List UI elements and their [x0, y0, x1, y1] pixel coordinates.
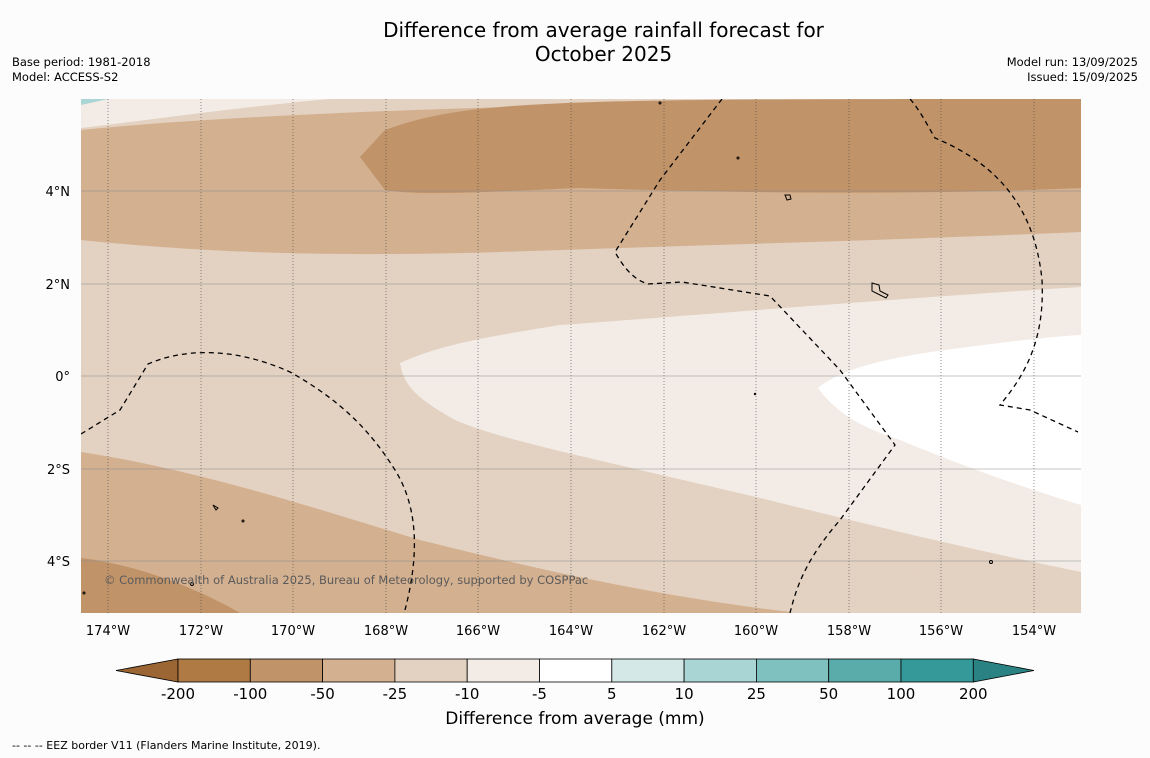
base-period: Base period: 1981-2018	[12, 55, 151, 69]
colorbar-tick-label: -5	[532, 685, 547, 703]
latitude-gridlines	[81, 190, 1081, 562]
model-name: Model: ACCESS-S2	[12, 70, 119, 84]
colorbar-swatch	[394, 658, 468, 683]
colorbar-label: Difference from average (mm)	[445, 709, 705, 729]
band-south-minus50	[81, 452, 800, 613]
latitude-labels: 4°N 2°N 0° 2°S 4°S	[46, 185, 71, 570]
colorbar-tick-label: 10	[675, 685, 694, 703]
run-info: Model run: 13/09/2025 Issued: 15/09/2025	[1007, 55, 1138, 85]
latitude-label: 4°N	[46, 185, 71, 200]
colorbar-swatch	[539, 658, 613, 683]
longitude-labels: 174°W 172°W 170°W 168°W 166°W 164°W 162°W 160°W…	[86, 624, 1056, 639]
latitude-label: 4°S	[47, 555, 70, 570]
colorbar-tick-label: 200	[959, 685, 988, 703]
latitude-label: 2°N	[46, 278, 71, 293]
longitude-label: 168°W	[364, 624, 408, 639]
longitude-label: 164°W	[549, 624, 593, 639]
model-info: Base period: 1981-2018 Model: ACCESS-S2	[12, 55, 151, 85]
longitude-label: 156°W	[919, 624, 963, 639]
title-line-1: Difference from average rainfall forecas…	[383, 18, 824, 42]
colorbar-tick-label: -50	[310, 685, 335, 703]
colorbar-tick-label: -10	[455, 685, 480, 703]
colorbar-arrow-left	[115, 658, 179, 683]
colorbar-swatch	[466, 658, 540, 683]
band-minus5-plus5	[818, 335, 1081, 505]
rainfall-map: © Commonwealth of Australia 2025, Bureau…	[81, 99, 1081, 613]
band-south-right	[790, 560, 1081, 613]
model-run: Model run: 13/09/2025	[1006, 55, 1138, 69]
colorbar-tick-label: 50	[819, 685, 838, 703]
colorbar-tick-label: -200	[161, 685, 195, 703]
title-line-2: October 2025	[534, 42, 673, 66]
colorbar-swatch	[249, 658, 324, 683]
longitude-label: 162°W	[642, 624, 686, 639]
issued-date: Issued: 15/09/2025	[1027, 70, 1138, 84]
eez-borders	[81, 99, 1079, 613]
colorbar-arrow-right	[972, 658, 1035, 683]
colorbar-swatch	[177, 658, 251, 683]
colorbar-swatch	[683, 658, 757, 683]
colorbar-tick-label: -25	[383, 685, 408, 703]
longitude-label: 158°W	[827, 624, 871, 639]
band-top-teal	[81, 99, 108, 105]
band-south-minus100	[81, 558, 240, 613]
map-title: Difference from average rainfall forecas…	[0, 18, 1150, 66]
longitude-label: 160°W	[734, 624, 778, 639]
colorbar: -200 -100 -50 -25 -10 -5 5 10 25 50 100 200	[115, 658, 1035, 703]
colorbar-tick-label: 100	[887, 685, 916, 703]
colorbar-swatch	[828, 658, 902, 683]
colorbar-swatch	[756, 658, 830, 683]
colorbar-swatch	[322, 658, 396, 683]
eez-footnote: -- -- -- EEZ border V11 (Flanders Marine…	[12, 739, 321, 752]
latitude-label: 2°S	[47, 463, 70, 478]
latitude-label: 0°	[55, 370, 70, 385]
band-north-minus100	[360, 99, 1081, 194]
islands	[82, 101, 993, 595]
copyright-text: © Commonwealth of Australia 2025, Bureau…	[104, 573, 588, 587]
longitude-label: 172°W	[179, 624, 223, 639]
longitude-label: 170°W	[271, 624, 315, 639]
colorbar-swatch	[900, 658, 974, 683]
colorbar-tick-label: 25	[747, 685, 766, 703]
band-top-light	[81, 99, 330, 128]
colorbar-tick-label: 5	[607, 685, 617, 703]
longitude-label: 154°W	[1012, 624, 1056, 639]
colorbar-tick-label: -100	[233, 685, 267, 703]
longitude-label: 166°W	[456, 624, 500, 639]
colorbar-swatch	[611, 658, 685, 683]
longitude-label: 174°W	[86, 624, 130, 639]
